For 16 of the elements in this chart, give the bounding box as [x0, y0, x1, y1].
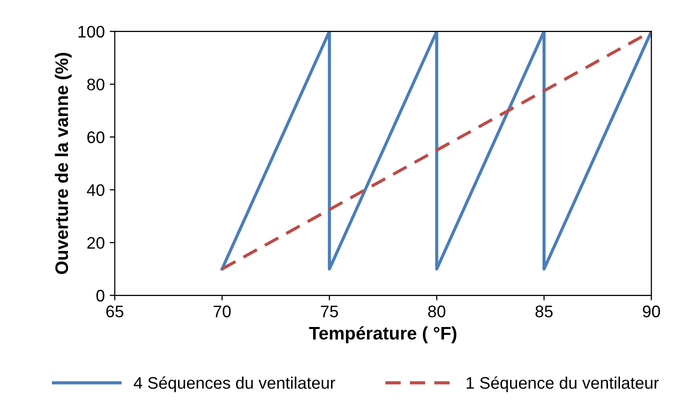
y-tick-label: 0 [96, 290, 104, 302]
x-tick-label: 80 [428, 306, 446, 318]
x-tick-label: 85 [536, 306, 553, 318]
y-tick-label: 80 [87, 78, 104, 90]
x-tick-label: 75 [320, 306, 338, 318]
y-tick-label: 60 [87, 131, 104, 144]
x-tick-label: 70 [214, 306, 231, 318]
x-tick-label: 90 [642, 306, 660, 318]
y-tick-label: 100 [78, 26, 104, 38]
x-axis-title: Température ( °F) [309, 326, 456, 344]
legend-label: 4 Séquences du ventilateur [134, 376, 336, 392]
y-axis-title: Ouverture de la vanne (%) [54, 52, 72, 274]
y-tick-label: 20 [87, 237, 104, 249]
y-tick-label: 40 [86, 184, 104, 196]
x-tick-label: 65 [106, 306, 124, 318]
legend-label: 1 Séquence du ventilateur [466, 376, 659, 392]
